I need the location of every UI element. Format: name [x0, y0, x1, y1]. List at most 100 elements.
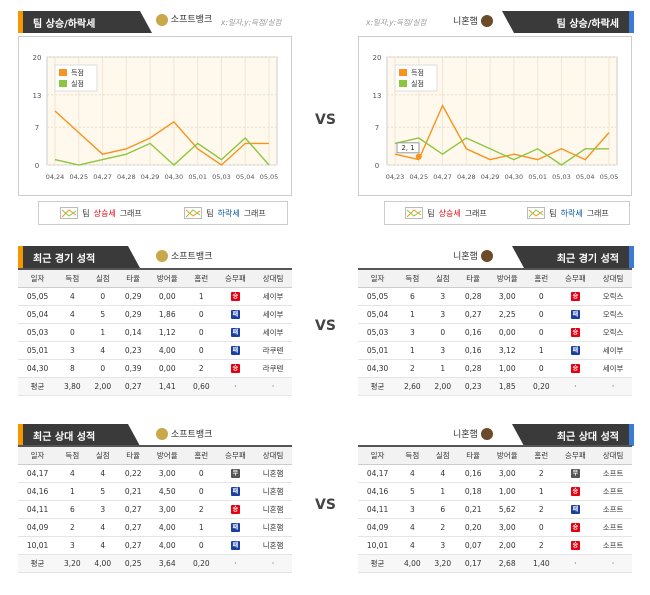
y-tick-label: 7: [35, 124, 39, 132]
x-tick-label: 04,23: [386, 173, 405, 181]
table-cell: 2: [427, 518, 458, 537]
column-header: 일자: [358, 445, 398, 465]
legend-label: 실점: [71, 79, 84, 88]
column-header: 실점: [427, 268, 458, 288]
x-tick-label: 05,03: [552, 173, 571, 181]
result-cell: 패: [556, 500, 595, 519]
table-cell: 4,00: [148, 536, 187, 555]
average-row: 평균 3,80 2,00 0,27 1,41 0,60 · ·: [18, 377, 292, 396]
table-cell: 5: [87, 305, 118, 324]
table-cell: 0,16: [457, 341, 489, 360]
result-win-icon: 승: [570, 541, 580, 550]
table-cell: 3: [427, 305, 458, 324]
avg-cell: 3,20: [427, 554, 458, 573]
column-header: 실점: [87, 445, 118, 465]
column-header: 일자: [358, 268, 398, 288]
legend-swatch: [399, 80, 407, 87]
left-team-label: 소프트뱅크: [156, 249, 212, 262]
series-line-score: [54, 110, 269, 166]
table-cell: 6: [397, 287, 428, 306]
table-cell: 0,27: [117, 500, 149, 519]
table-row: 04,09 4 2 0,20 3,00 0 승 소프트: [358, 518, 632, 537]
result-win-icon: 승: [570, 487, 580, 496]
column-header: 방어율: [148, 445, 187, 465]
table-cell: 0,18: [457, 482, 489, 501]
table-cell: 2: [186, 500, 217, 519]
right-recent-table: 일자 득점 실점 타율 방어율 홈런 승무패 상대팀 05,05 6 3 0,28 3,00 0 승 오릭스 0…: [358, 268, 632, 396]
result-cell: 승: [556, 287, 595, 306]
avg-cell: ·: [254, 377, 292, 396]
result-cell: 승: [556, 518, 595, 537]
table-row: 04,16 1 5 0,21 4,50 0 패 니혼햄: [18, 482, 292, 501]
result-win-icon: 승: [570, 292, 580, 301]
table-cell: 1: [427, 482, 458, 501]
table-cell: 1: [397, 341, 428, 360]
right-chart-svg: 0 7 13 20 04,23 04,25 04,27 04,28 04,29 04,30 05,0…: [373, 54, 619, 181]
annotation-marker: [415, 153, 422, 160]
table-cell: 0,07: [457, 536, 489, 555]
table-cell: 0,16: [457, 323, 489, 342]
y-tick-label: 0: [35, 162, 39, 170]
table-cell: 1,00: [488, 482, 527, 501]
table-cell: 0,29: [117, 305, 149, 324]
right-h2h-table: 일자 득점 실점 타율 방어율 홈런 승무패 상대팀 04,17 4 4 0,16 3,00 2 무 소프트 0…: [358, 445, 632, 573]
table-cell: 0: [427, 323, 458, 342]
avg-cell: 0,25: [117, 554, 149, 573]
avg-cell: 0,20: [186, 554, 217, 573]
left-recent-header: 최근 경기 성적 소프트뱅크: [18, 246, 296, 268]
table-cell: 0,00: [148, 287, 187, 306]
x-tick-label: 05,01: [528, 173, 547, 181]
table-cell: 04,30: [18, 359, 58, 378]
result-cell: 승: [216, 359, 255, 378]
table-row: 04,16 5 1 0,18 1,00 1 승 소프트: [358, 482, 632, 501]
table-cell: 라쿠텐: [254, 341, 292, 360]
table-cell: 10,01: [18, 536, 58, 555]
table-cell: 0: [186, 536, 217, 555]
left-trend-header: 팀 상승/하락세 소프트뱅크 x:일자,y:득점/실점: [18, 11, 296, 33]
table-cell: 소프트: [594, 536, 632, 555]
table-cell: 0: [87, 359, 118, 378]
table-cell: 소프트: [594, 518, 632, 537]
table-cell: 0: [526, 305, 557, 324]
y-tick-label: 7: [375, 124, 379, 132]
table-row: 05,04 4 5 0,29 1,86 0 패 세이부: [18, 305, 292, 324]
table-cell: 0: [186, 341, 217, 360]
left-legend-bar: 팀 상승세 그래프 팀 하락세 그래프: [38, 201, 288, 225]
table-cell: 0,29: [117, 287, 149, 306]
table-row: 05,03 0 1 0,14 1,12 0 패 세이부: [18, 323, 292, 342]
column-header: 실점: [87, 268, 118, 288]
table-cell: 1,12: [148, 323, 187, 342]
table-cell: 4: [397, 536, 428, 555]
legend-down: 팀 하락세 그래프: [184, 207, 266, 219]
x-tick-label: 05,04: [236, 173, 255, 181]
table-cell: 04,09: [358, 518, 398, 537]
column-header: 일자: [18, 268, 58, 288]
table-cell: 3,00: [488, 287, 527, 306]
legend-up: 팀 상승세 그래프: [60, 207, 142, 219]
left-trend-chart: 0 7 13 20 04,24 04,25 04,27 04,28 04,29 04,30 05,0…: [18, 36, 292, 196]
table-cell: 04,11: [18, 500, 58, 519]
table-row: 04,30 8 0 0,39 0,00 2 승 라쿠텐: [18, 359, 292, 378]
right-axis-desc: x:일자,y:득점/실점: [366, 18, 427, 27]
avg-cell: ·: [594, 554, 632, 573]
table-cell: 5,62: [488, 500, 527, 519]
vs-label-2: VS: [315, 318, 336, 334]
table-row: 04,17 4 4 0,16 3,00 2 무 소프트: [358, 464, 632, 483]
table-row: 05,01 1 3 0,16 3,12 1 패 세이부: [358, 341, 632, 360]
result-cell: 패: [216, 323, 255, 342]
result-cell: 패: [216, 482, 255, 501]
table-row: 04,11 6 3 0,27 3,00 2 승 니혼햄: [18, 500, 292, 519]
column-header: 상대팀: [594, 445, 632, 465]
left-team-label: 소프트뱅크: [156, 427, 212, 440]
table-cell: 3,00: [488, 518, 527, 537]
column-header: 상대팀: [254, 445, 292, 465]
table-cell: 0: [186, 323, 217, 342]
x-tick-label: 04,25: [409, 173, 428, 181]
table-cell: 니혼햄: [254, 482, 292, 501]
column-header: 타율: [457, 445, 489, 465]
avg-cell: 0,60: [186, 377, 217, 396]
avg-cell: 2,68: [488, 554, 527, 573]
left-recent-table: 일자 득점 실점 타율 방어율 홈런 승무패 상대팀 05,05 4 0 0,29 0,00 1 승 세이부 0…: [18, 268, 292, 396]
table-cell: 05,03: [358, 323, 398, 342]
table-row: 04,17 4 4 0,22 3,00 0 무 니혼햄: [18, 464, 292, 483]
